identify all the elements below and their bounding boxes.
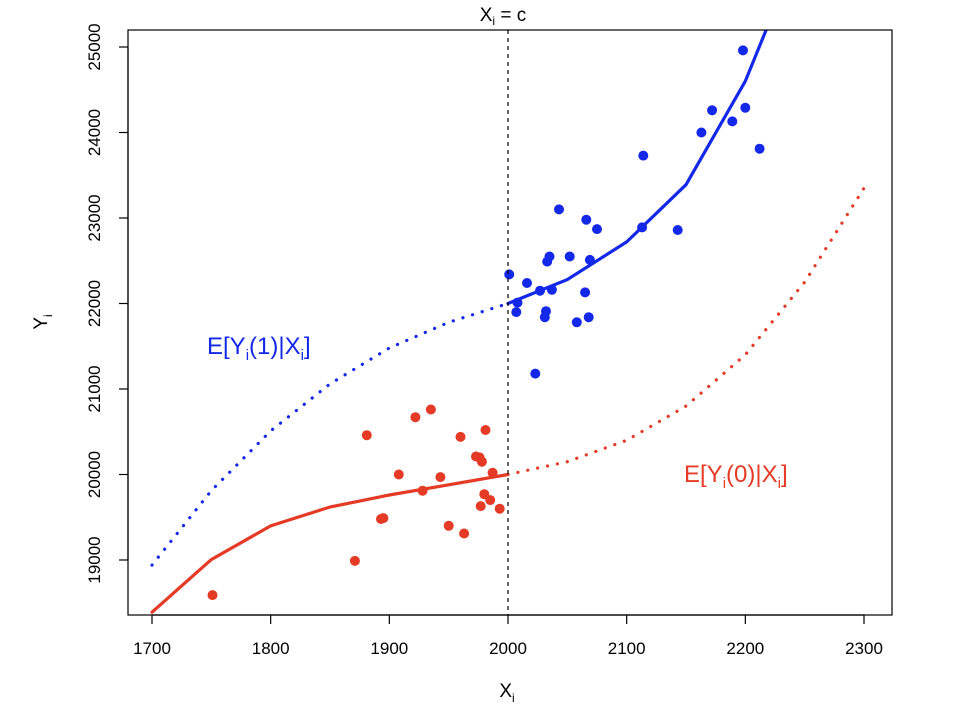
x-tick-label: 1700 — [133, 639, 171, 658]
treated-point — [638, 150, 649, 161]
y-tick-label: 22000 — [85, 280, 104, 327]
treated-point — [592, 224, 602, 235]
treated-point — [564, 251, 575, 262]
treated-curve-label: E[Yi(1)|Xi] — [207, 333, 311, 364]
treated-point — [672, 225, 683, 235]
treated-point — [740, 102, 751, 113]
control-point — [480, 425, 491, 435]
x-tick-label: 1800 — [252, 639, 290, 658]
treated-point — [541, 306, 551, 317]
treated-point — [535, 285, 545, 296]
treated-point — [504, 269, 515, 280]
x-tick-label: 2100 — [608, 639, 646, 658]
cutoff-label: Xi = c — [480, 5, 527, 28]
y-tick-label: 20000 — [85, 451, 104, 498]
control-point — [349, 555, 360, 566]
control-point — [207, 590, 218, 601]
treated-point — [522, 278, 532, 288]
x-tick-label: 2000 — [489, 639, 527, 658]
x-tick-label: 2300 — [845, 639, 883, 658]
control-point — [459, 528, 470, 539]
control-solid-curve — [150, 472, 510, 614]
treated-dotted-curve — [150, 301, 510, 567]
treated-point — [727, 116, 738, 127]
x-axis-title: Xi — [499, 681, 514, 705]
treated-point — [530, 368, 541, 379]
x-tick-label: 2200 — [726, 639, 764, 658]
y-tick-label: 25000 — [85, 23, 104, 70]
treated-point — [754, 143, 765, 154]
control-point — [361, 430, 372, 441]
treated-point — [571, 317, 582, 328]
y-tick-label: 23000 — [85, 194, 104, 241]
control-point — [455, 431, 466, 442]
treated-point — [738, 45, 748, 56]
treated-point — [584, 254, 595, 265]
control-point — [485, 495, 496, 506]
control-point — [393, 469, 404, 480]
y-axis-title: Yi — [31, 314, 55, 329]
treated-point — [707, 105, 718, 116]
control-point — [417, 485, 428, 496]
treated-point — [546, 284, 557, 295]
control-dotted-curve — [506, 186, 866, 477]
treated-point — [554, 204, 564, 215]
treated-point — [544, 251, 555, 262]
treated-point — [637, 222, 648, 233]
control-point — [378, 513, 389, 524]
x-axis: 1700 1800 1900 2000 2100 2200 2300 — [133, 614, 883, 658]
treated-point — [512, 297, 523, 308]
control-point — [425, 404, 436, 415]
control-point — [410, 412, 421, 423]
treated-point — [583, 312, 594, 323]
treated-point — [580, 287, 591, 298]
y-axis: 19000 20000 21000 22000 23000 24000 25000 — [85, 23, 129, 584]
control-point — [435, 472, 446, 483]
y-tick-label: 21000 — [85, 365, 104, 412]
x-tick-label: 1900 — [370, 639, 408, 658]
treated-point — [511, 307, 522, 318]
y-tick-label: 19000 — [85, 536, 104, 583]
control-point — [494, 503, 505, 514]
control-point — [487, 467, 498, 478]
plot-frame — [127, 29, 893, 616]
treated-point — [696, 127, 707, 138]
points-layer — [207, 45, 765, 601]
control-point — [475, 501, 486, 512]
treated-solid-curve — [506, 30, 768, 306]
control-point — [443, 520, 454, 531]
treated-point — [581, 214, 592, 225]
curves-layer — [150, 30, 866, 614]
control-curve-label: E[Yi(0)|Xi] — [684, 461, 788, 492]
control-point — [476, 456, 487, 467]
y-tick-label: 24000 — [85, 109, 104, 156]
